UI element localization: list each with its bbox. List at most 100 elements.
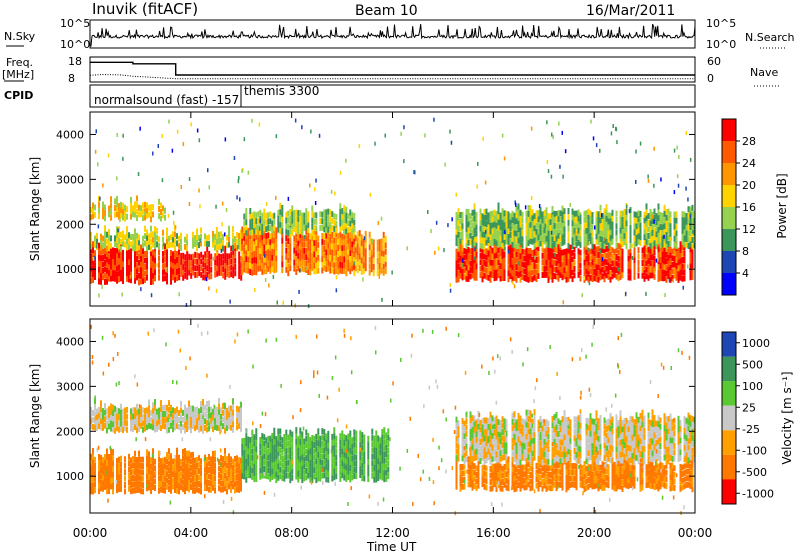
heatmap-cell	[124, 413, 126, 420]
heatmap-cell	[138, 462, 140, 469]
heatmap-cell	[491, 450, 494, 457]
heatmap-cell	[299, 444, 302, 451]
heatmap-cell	[569, 244, 572, 251]
heatmap-cell	[186, 473, 188, 480]
heatmap-cell	[347, 265, 350, 272]
heatmap-cell	[685, 475, 688, 482]
heatmap-cell	[651, 254, 654, 261]
heatmap-cell	[675, 268, 678, 275]
heatmap-cell	[148, 204, 150, 211]
heatmap-cell	[483, 226, 486, 233]
heatmap-cell	[691, 224, 694, 231]
heatmap-cell	[275, 227, 278, 234]
heatmap-cell	[128, 232, 130, 239]
heatmap-cell	[164, 463, 166, 470]
heatmap-cell	[224, 447, 226, 454]
heatmap-cell	[172, 413, 174, 420]
heatmap-cell	[625, 214, 628, 221]
heatmap-cell	[623, 215, 626, 221]
heatmap-cell	[279, 454, 282, 460]
heatmap-cell	[267, 260, 270, 267]
heatmap-cell	[483, 266, 486, 273]
heatmap-cell	[461, 268, 464, 275]
freq-trace	[90, 61, 695, 76]
heatmap-cell	[467, 468, 470, 475]
heatmap-cell	[569, 462, 572, 469]
heatmap-cell	[321, 256, 324, 262]
heatmap-cell	[116, 253, 118, 260]
heatmap-cell	[669, 468, 672, 475]
heatmap-cell	[349, 232, 352, 239]
heatmap-cell	[583, 229, 586, 236]
heatmap-cell	[368, 250, 371, 257]
heatmap-cell	[487, 236, 490, 243]
heatmap-cell	[92, 416, 94, 423]
heatmap-cell	[214, 244, 216, 251]
heatmap-cell	[519, 421, 522, 428]
heatmap-cell	[116, 176, 118, 181]
heatmap-cell	[503, 156, 506, 161]
heatmap-cell	[504, 246, 506, 251]
heatmap-cell	[333, 433, 336, 440]
heatmap-cell	[673, 261, 676, 268]
heatmap-cell	[122, 261, 124, 268]
heatmap-cell	[224, 268, 227, 275]
heatmap-cell	[116, 196, 118, 203]
heatmap-cell	[220, 264, 223, 271]
heatmap-cell	[118, 486, 120, 493]
heatmap-cell	[583, 479, 586, 486]
heatmap-cell	[469, 248, 472, 255]
heatmap-cell	[118, 258, 120, 265]
heatmap-cell	[501, 133, 504, 138]
heatmap-cell	[337, 245, 340, 251]
heatmap-cell	[489, 216, 492, 223]
heatmap-cell	[519, 227, 522, 234]
heatmap-cell	[351, 468, 354, 475]
heatmap-cell	[255, 229, 258, 236]
heatmap-cell	[116, 407, 118, 414]
heatmap-cell	[196, 418, 198, 424]
heatmap-cell	[108, 234, 110, 241]
heatmap-cell	[303, 218, 306, 225]
heatmap-cell	[269, 458, 272, 465]
heatmap-cell	[255, 434, 258, 441]
heatmap-cell	[519, 215, 522, 222]
heatmap-cell	[489, 222, 492, 229]
heatmap-cell	[569, 469, 572, 476]
heatmap-cell	[114, 247, 116, 254]
heatmap-cell	[517, 430, 520, 437]
heatmap-cell	[543, 254, 546, 261]
heatmap-cell	[154, 226, 156, 233]
heatmap-cell	[467, 227, 470, 234]
heatmap-cell	[236, 418, 238, 425]
heatmap-cell	[689, 483, 692, 489]
heatmap-cell	[315, 433, 318, 440]
heatmap-cell	[643, 222, 646, 229]
heatmap-cell	[475, 251, 478, 258]
heatmap-cell	[142, 413, 144, 420]
heatmap-cell	[117, 228, 119, 233]
heatmap-cell	[527, 441, 530, 448]
heatmap-cell	[363, 463, 366, 470]
heatmap-cell	[609, 212, 612, 219]
heatmap-cell	[645, 476, 648, 483]
heatmap-cell	[639, 141, 642, 146]
heatmap-cell	[467, 258, 470, 265]
heatmap-cell	[597, 466, 600, 473]
heatmap-cell	[351, 265, 354, 272]
heatmap-cell	[178, 242, 180, 249]
heatmap-cell	[178, 292, 180, 297]
heatmap-cell	[257, 224, 260, 231]
heatmap-cell	[497, 259, 500, 266]
heatmap-cell	[687, 462, 690, 469]
heatmap-cell	[557, 238, 560, 245]
heatmap-cell	[533, 262, 536, 269]
heatmap-cell	[176, 422, 178, 429]
heatmap-cell	[546, 159, 549, 164]
heatmap-cell	[497, 202, 500, 209]
heatmap-cell	[311, 477, 314, 483]
heatmap-cell	[240, 274, 243, 281]
heatmap-cell	[96, 419, 98, 426]
heatmap-cell	[279, 428, 282, 435]
heatmap-cell	[349, 436, 352, 443]
